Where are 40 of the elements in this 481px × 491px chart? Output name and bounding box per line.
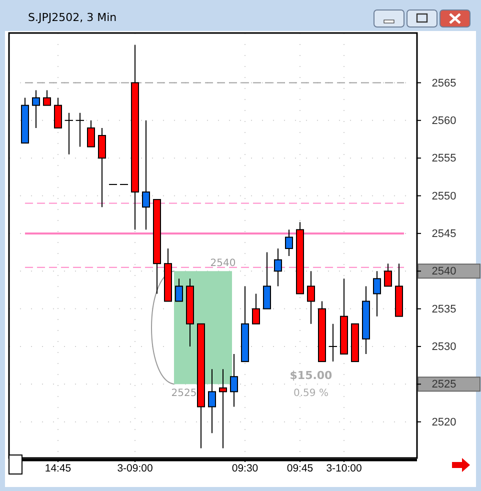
y-tick-label: 2535 bbox=[432, 303, 456, 316]
candlestick bbox=[219, 368, 227, 449]
candlestick bbox=[285, 229, 293, 257]
candlestick bbox=[87, 120, 95, 148]
y-tick-label: 2540 bbox=[432, 266, 456, 278]
y-tick-label: 2550 bbox=[432, 190, 456, 202]
candlestick bbox=[76, 112, 84, 148]
candlestick bbox=[64, 112, 74, 155]
annotation: $15.00 bbox=[290, 369, 333, 382]
candlestick bbox=[252, 293, 260, 324]
candlestick bbox=[328, 323, 338, 362]
candlestick bbox=[54, 97, 62, 128]
candlestick bbox=[307, 270, 315, 324]
candlestick bbox=[208, 368, 216, 434]
candlestick bbox=[175, 278, 183, 302]
x-tick-label: 3-09:00 bbox=[117, 462, 153, 474]
annotation: 2525 bbox=[171, 388, 197, 400]
y-tick-label: 2545 bbox=[432, 228, 456, 240]
annotation: 2540 bbox=[210, 258, 236, 270]
y-tick-label: 2520 bbox=[432, 416, 456, 428]
candlestick bbox=[274, 248, 282, 287]
annotation: 0.59 % bbox=[294, 388, 328, 400]
candlestick bbox=[43, 90, 51, 106]
candlestick bbox=[263, 252, 271, 310]
y-tick-label: 2565 bbox=[432, 77, 456, 90]
candlestick bbox=[384, 263, 392, 287]
y-tick-label: 2560 bbox=[432, 114, 456, 127]
x-tick-label: 14:45 bbox=[44, 462, 72, 474]
x-tick-label: 09:45 bbox=[286, 462, 314, 474]
candlestick bbox=[373, 270, 381, 317]
candlestick bbox=[230, 354, 238, 408]
chart-title: S.JPJ2502, 3 Min bbox=[28, 11, 117, 24]
x-tick-label: 3-10:00 bbox=[326, 462, 362, 474]
candlestick bbox=[32, 90, 40, 128]
y-tick-label: 2525 bbox=[432, 378, 456, 391]
x-tick-label: 09:30 bbox=[232, 462, 258, 474]
y-tick-label: 2555 bbox=[432, 152, 456, 165]
candlestick bbox=[142, 120, 150, 230]
y-tick-label: 2530 bbox=[432, 340, 456, 353]
candlestick bbox=[98, 127, 106, 208]
